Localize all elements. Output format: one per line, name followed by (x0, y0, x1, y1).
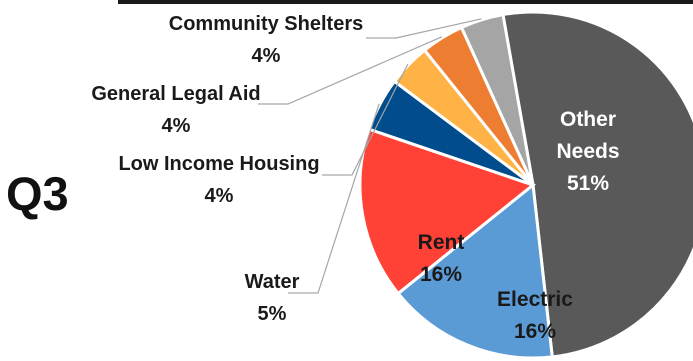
leader-line-general-legal-aid (258, 36, 443, 105)
leader-line-water (288, 103, 380, 294)
leader-line-low-income-housing (322, 63, 409, 176)
slice-label-community-shelters: Community Shelters 4% (169, 13, 363, 67)
slice-label-rent: Rent 16% (418, 231, 465, 286)
leader-line-community-shelters (366, 18, 482, 39)
quarter-label: Q3 (6, 167, 69, 220)
slice-label-water: Water 5% (245, 271, 300, 325)
slice-label-general-legal-aid: General Legal Aid 4% (91, 83, 260, 137)
pie-slice-other-needs (501, 10, 693, 359)
slice-label-low-income-housing: Low Income Housing 4% (118, 153, 319, 207)
slice-label-other-needs: Other Needs 51% (556, 108, 619, 195)
pie-slice-electric (396, 182, 554, 360)
top-rule (118, 0, 693, 4)
slice-label-electric: Electric 16% (497, 288, 573, 343)
pie-slice-community-shelters (459, 12, 535, 186)
